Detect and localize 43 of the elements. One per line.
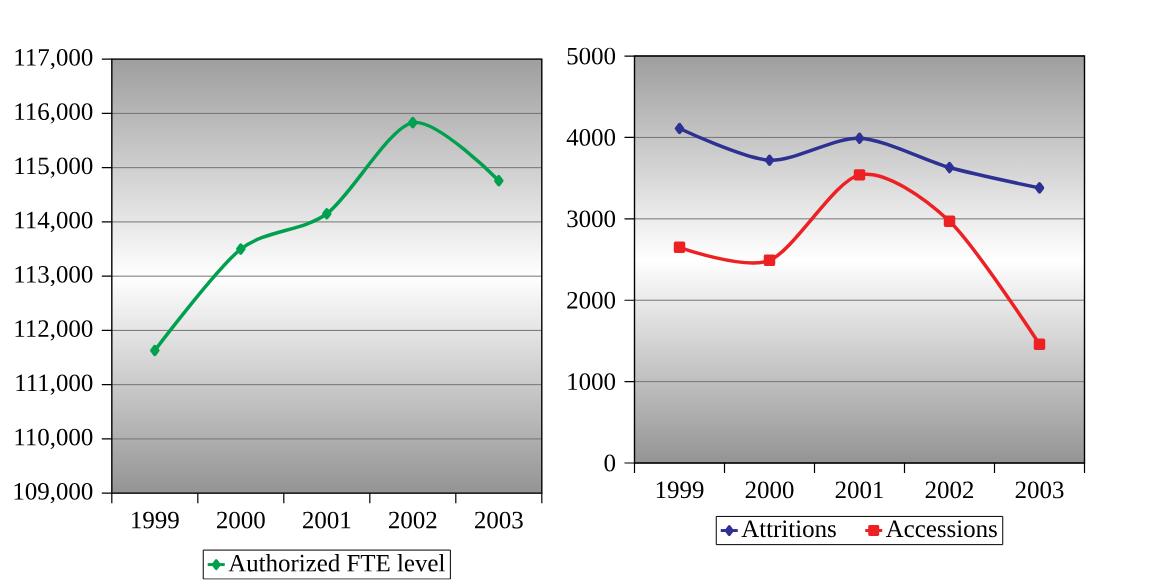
legend-label: Authorized FTE level bbox=[228, 554, 445, 572]
y-tick-label: 109,000 bbox=[14, 483, 93, 504]
x-tick-label: 2003 bbox=[1015, 481, 1064, 499]
point bbox=[408, 117, 418, 129]
point bbox=[322, 208, 332, 220]
y-tick-label: 115,000 bbox=[15, 157, 93, 179]
x-tick-label: 1999 bbox=[656, 481, 704, 499]
y-tick-label: 112,000 bbox=[15, 320, 93, 341]
y-tick-label: 4000 bbox=[566, 129, 616, 147]
y-tick-label: 3000 bbox=[567, 210, 616, 228]
x-tick-label: 2000 bbox=[745, 481, 794, 499]
x-tick-label: 2001 bbox=[303, 511, 351, 529]
point bbox=[943, 215, 956, 228]
point bbox=[1033, 338, 1046, 351]
y-tick-label: 5000 bbox=[567, 47, 616, 65]
legend-label: Accessions bbox=[885, 520, 997, 538]
point bbox=[764, 154, 775, 167]
point bbox=[853, 169, 866, 181]
point bbox=[673, 241, 686, 254]
x-tick-label: 2002 bbox=[925, 481, 974, 499]
point bbox=[944, 162, 955, 174]
point bbox=[763, 254, 776, 267]
point bbox=[1034, 182, 1045, 194]
legend-label: Attritions bbox=[741, 520, 836, 538]
point bbox=[150, 344, 160, 357]
y-tick-label: 113,000 bbox=[15, 266, 93, 287]
y-tick-label: 111,000 bbox=[16, 374, 93, 396]
point bbox=[494, 175, 504, 187]
x-tick-label: 2002 bbox=[389, 511, 437, 529]
y-tick-label: 110,000 bbox=[15, 428, 93, 450]
point bbox=[854, 132, 865, 145]
y-tick-label: 0 bbox=[604, 454, 616, 472]
point bbox=[674, 122, 685, 135]
y-tick-label: 1000 bbox=[568, 373, 616, 391]
y-tick-label: 116,000 bbox=[15, 103, 93, 124]
point bbox=[236, 243, 246, 256]
y-tick-label: 117,000 bbox=[15, 49, 93, 70]
y-tick-label: 114,000 bbox=[15, 211, 93, 233]
x-tick-label: 2003 bbox=[475, 511, 523, 529]
x-tick-label: 2000 bbox=[217, 511, 265, 529]
y-tick-label: 2000 bbox=[567, 292, 616, 309]
x-tick-label: 1999 bbox=[132, 511, 179, 529]
x-tick-label: 2001 bbox=[835, 481, 883, 499]
